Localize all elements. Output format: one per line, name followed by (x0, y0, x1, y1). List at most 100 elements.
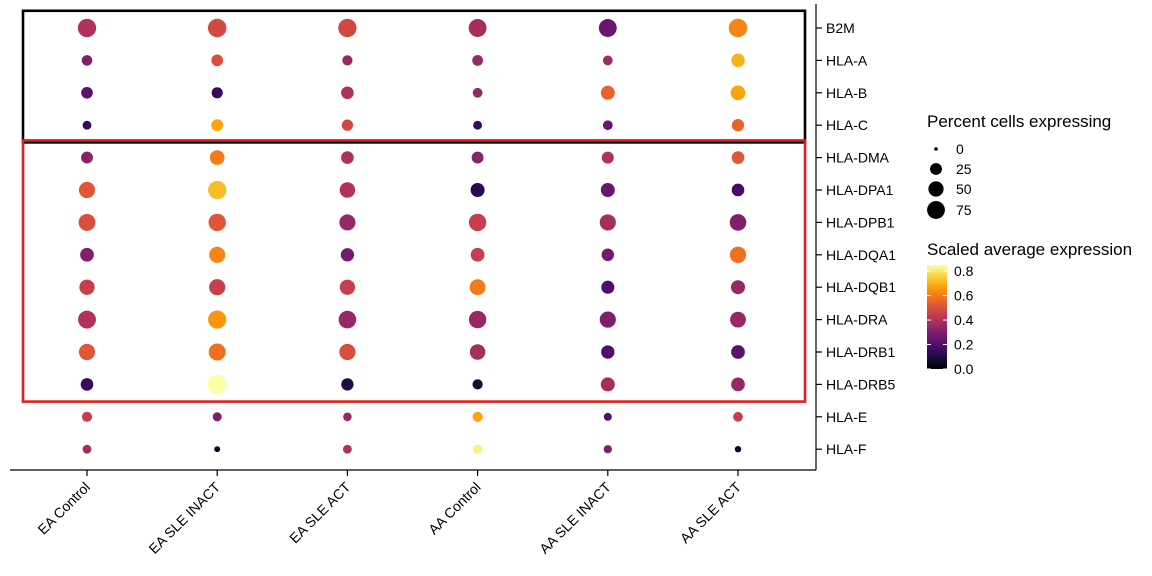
dot (81, 55, 93, 66)
y-tick-labels: B2M HLA-A HLA-B HLA-C HLA-DMA HLA-DPA1 HLA-DPB… (816, 20, 896, 457)
dot (209, 246, 226, 263)
dot (728, 18, 748, 38)
dot (729, 246, 747, 263)
dot (343, 412, 352, 422)
y-tick-label: HLA-DPA1 (826, 182, 894, 198)
dot (78, 213, 96, 231)
dot (81, 151, 93, 164)
dot (342, 55, 353, 66)
dot (599, 214, 616, 231)
dot (730, 280, 746, 295)
dot (342, 444, 352, 454)
dot (208, 180, 227, 200)
dot (78, 310, 96, 329)
dot (600, 85, 615, 100)
y-tick-label: HLA-F (826, 441, 866, 457)
dot (470, 182, 485, 198)
mhc-class-i-box (21, 9, 807, 144)
size-legend-label: 0 (956, 141, 964, 157)
size-legend-dot (927, 201, 945, 219)
dot (472, 55, 483, 66)
size-legend-dot (928, 181, 944, 197)
x-tick-label: EA SLE ACT (286, 478, 354, 546)
dot (80, 247, 94, 262)
dot (731, 53, 745, 68)
dot (603, 445, 612, 454)
color-legend-label: 0.2 (954, 337, 974, 353)
dot (468, 19, 487, 37)
dot (601, 345, 615, 359)
dot (79, 279, 95, 295)
dot (339, 182, 356, 198)
dot (208, 343, 226, 361)
dot (341, 119, 354, 131)
dot (211, 87, 223, 99)
dot (468, 310, 487, 329)
dot (341, 151, 354, 164)
dot (341, 378, 354, 391)
dot (80, 378, 94, 391)
dot (470, 247, 485, 262)
color-legend-label: 0.0 (954, 361, 974, 377)
y-tick-label: HLA-DRA (826, 312, 888, 328)
x-tick-labels: EA Control EA SLE INACT EA SLE ACT AA Contr… (34, 470, 744, 557)
dot (731, 183, 745, 197)
dot (601, 280, 615, 294)
dot (341, 86, 354, 100)
dot (733, 411, 743, 422)
dot (208, 310, 227, 329)
dot (338, 310, 357, 329)
dot (731, 377, 745, 392)
y-tick-label: HLA-DMA (826, 150, 890, 166)
color-legend-label: 0.8 (954, 263, 974, 279)
x-tick-label: AA SLE ACT (677, 478, 745, 546)
dot (472, 411, 483, 422)
color-legend-label: 0.4 (954, 312, 974, 328)
dot (473, 120, 483, 130)
dot (729, 214, 747, 231)
dot (730, 311, 746, 328)
dot (734, 445, 742, 453)
dot (208, 213, 226, 232)
y-tick-label: HLA-A (826, 52, 868, 68)
x-tick-label: EA SLE INACT (145, 478, 223, 556)
dot (472, 444, 483, 454)
dot (600, 377, 615, 392)
dot (77, 18, 97, 38)
y-tick-label: HLA-DPB1 (826, 214, 895, 230)
size-legend-title: Percent cells expressing (927, 112, 1111, 131)
dot (598, 19, 617, 37)
dot (339, 279, 356, 295)
dot (78, 343, 96, 361)
dot (82, 444, 92, 454)
dot (601, 248, 615, 262)
dot (207, 18, 227, 38)
dot (211, 54, 224, 67)
dot (211, 119, 224, 132)
dot (209, 150, 225, 165)
dot (602, 120, 613, 131)
dot (472, 379, 483, 390)
x-tick-label: EA Control (34, 479, 93, 538)
dot (472, 87, 483, 98)
dot (731, 119, 745, 132)
x-tick-label: AA Control (425, 479, 484, 538)
size-legend-label: 25 (956, 161, 972, 177)
y-tick-label: HLA-E (826, 409, 867, 425)
dot (603, 412, 612, 421)
dot (339, 214, 356, 231)
size-legend-label: 75 (956, 202, 972, 218)
dot (209, 279, 226, 296)
dot (81, 411, 93, 422)
dot (731, 345, 745, 359)
dot (730, 85, 746, 101)
dot (340, 248, 355, 262)
y-tick-label: HLA-DQB1 (826, 279, 896, 295)
dot (468, 213, 487, 232)
dot (78, 181, 96, 199)
axes (10, 4, 817, 471)
color-legend-label: 0.6 (954, 288, 974, 304)
dot (81, 86, 93, 99)
x-tick-label: AA SLE INACT (536, 478, 614, 556)
